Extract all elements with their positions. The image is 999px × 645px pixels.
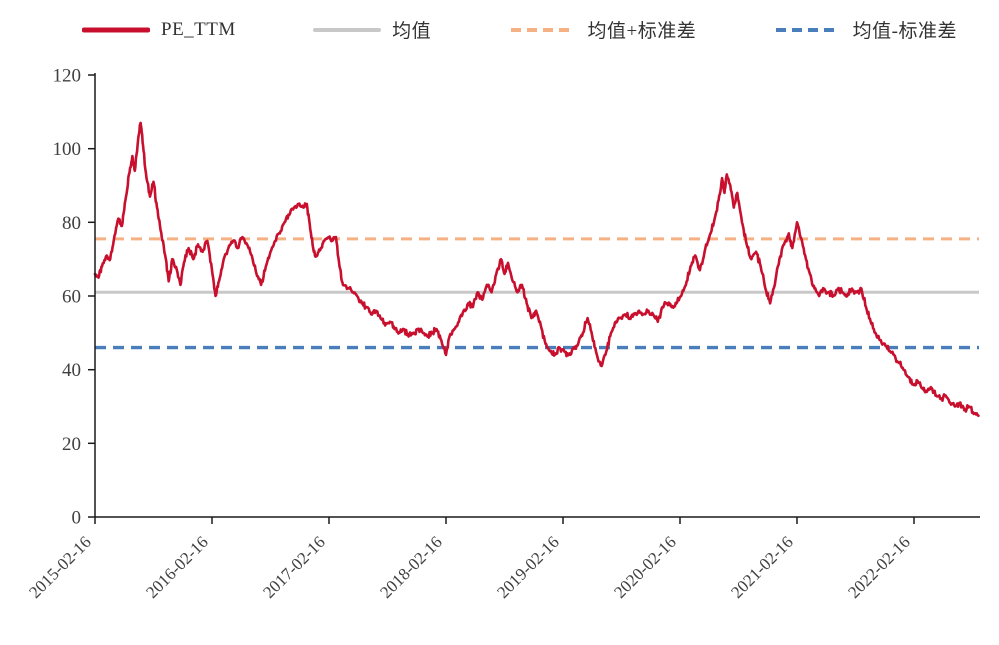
x-tick-label: 2016-02-16 <box>142 532 212 602</box>
legend-mean-plus-std-line-icon <box>510 27 575 32</box>
x-tick-label: 2021-02-16 <box>727 532 797 602</box>
x-tick-label: 2017-02-16 <box>259 532 329 602</box>
legend-label-mean-plus-std: 均值+标准差 <box>587 21 697 42</box>
y-tick-label: 120 <box>53 66 82 87</box>
x-tick-label: 2022-02-16 <box>844 532 914 602</box>
legend-item-mean-minus-std: 均值-标准差 <box>774 16 957 43</box>
y-tick-label: 80 <box>62 213 81 234</box>
y-tick-label: 60 <box>62 287 81 308</box>
legend: PE_TTM 均值 均值+标准差 均值-标准差 <box>0 16 999 43</box>
y-tick-label: 100 <box>53 139 82 160</box>
legend-label-pe-ttm: PE_TTM <box>161 18 236 40</box>
x-tick-label: 2015-02-16 <box>25 532 95 602</box>
legend-label-mean: 均值 <box>392 21 432 42</box>
legend-item-pe-ttm: PE_TTM <box>82 19 236 41</box>
legend-label-mean-minus-std: 均值-标准差 <box>852 21 957 42</box>
y-tick-label: 40 <box>62 360 81 381</box>
x-tick-label: 2019-02-16 <box>493 532 563 602</box>
legend-pe-ttm-line-icon <box>82 27 150 32</box>
x-tick-label: 2018-02-16 <box>376 532 446 602</box>
y-tick-label: 20 <box>62 434 81 455</box>
legend-item-mean: 均值 <box>313 16 431 43</box>
y-tick-label: 0 <box>72 508 82 529</box>
legend-mean-line-icon <box>313 27 382 32</box>
pe-ttm-line <box>93 121 980 418</box>
legend-item-mean-plus-std: 均值+标准差 <box>509 16 697 43</box>
legend-mean-minus-std-line-icon <box>775 27 840 32</box>
x-tick-label: 2020-02-16 <box>610 532 680 602</box>
